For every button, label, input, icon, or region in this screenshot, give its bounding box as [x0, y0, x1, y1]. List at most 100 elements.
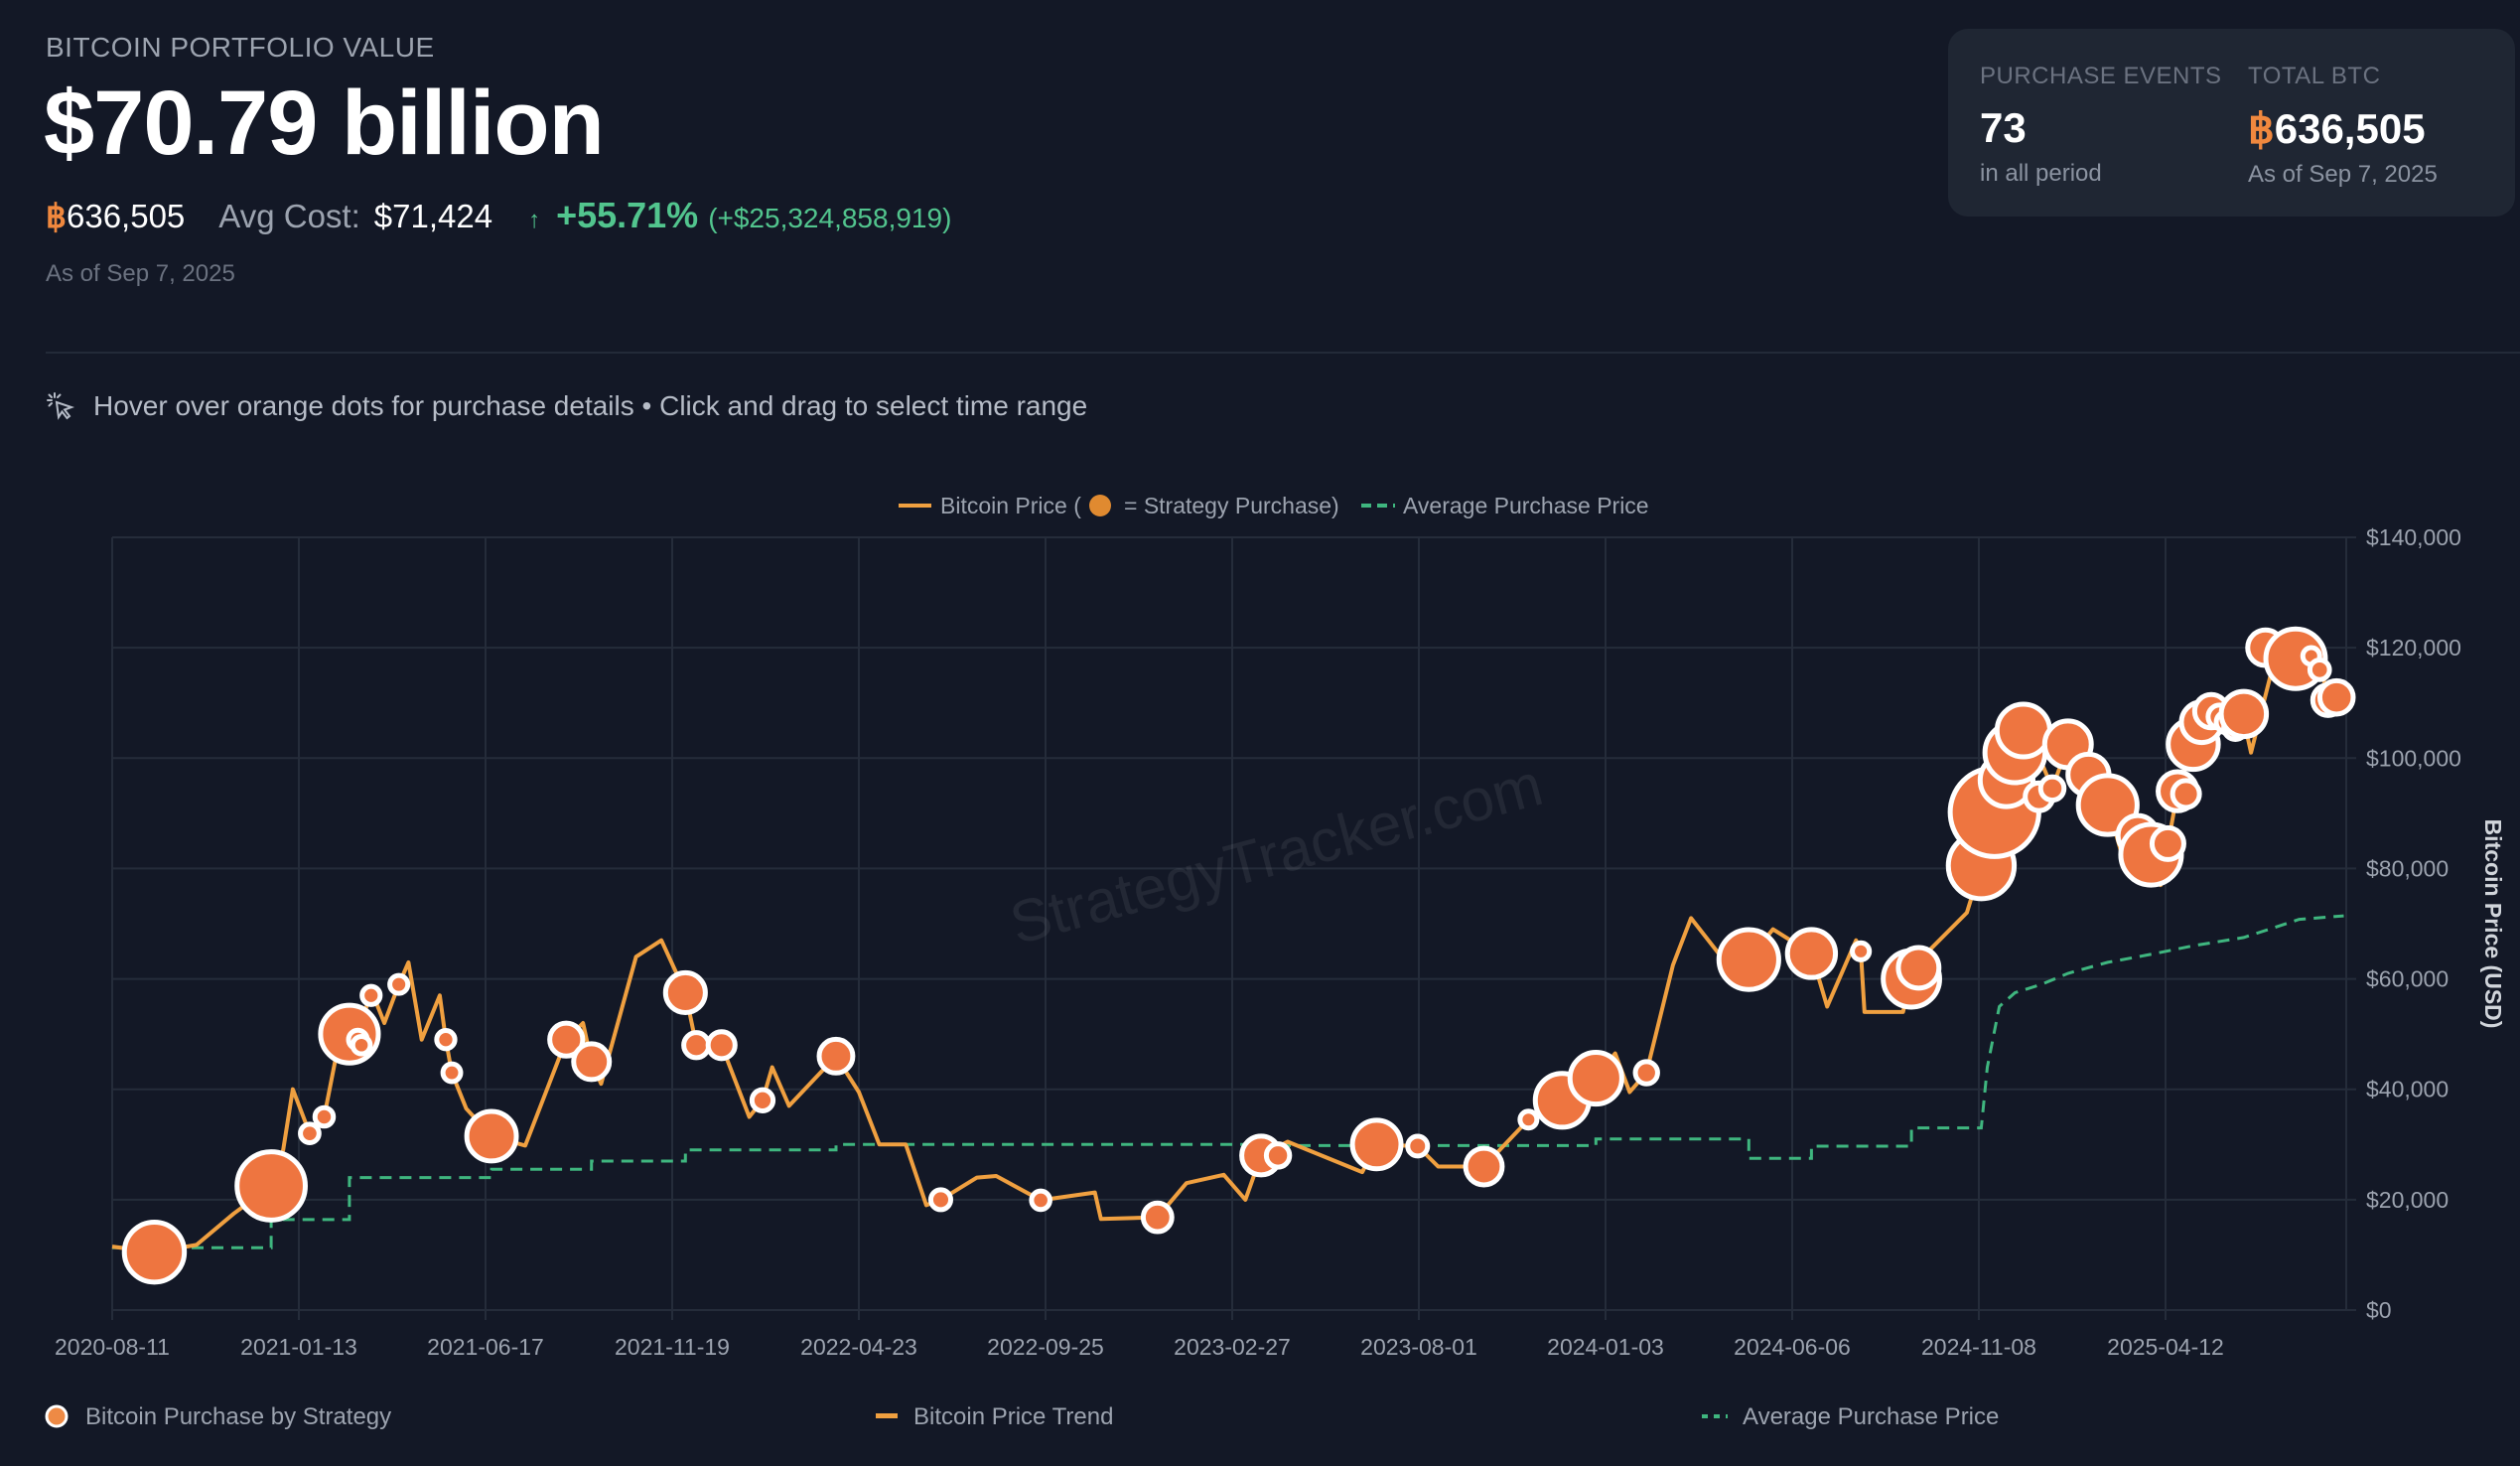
purchase-dot[interactable] — [2037, 774, 2067, 804]
arrow-up-icon: ↑ — [528, 207, 541, 233]
purchase-dot[interactable] — [434, 1028, 458, 1052]
total-btc-value: 636,505 — [2274, 105, 2426, 152]
x-tick-label: 2020-08-11 — [55, 1334, 170, 1360]
change-absolute: (+$25,324,858,919) — [708, 203, 952, 233]
purchase-dots[interactable] — [121, 626, 2356, 1285]
purchase-dot[interactable] — [662, 969, 708, 1016]
purchase-dot[interactable] — [298, 1121, 322, 1146]
hint-text: Hover over orange dots for purchase deta… — [93, 390, 1088, 421]
legend-item-price[interactable]: Bitcoin Price Trend — [876, 1403, 1113, 1430]
purchase-dot[interactable] — [121, 1219, 188, 1285]
legend-purchases-label: Bitcoin Purchase by Strategy — [85, 1403, 391, 1430]
purchase-dot[interactable] — [312, 1104, 337, 1129]
y-tick-label: $120,000 — [2366, 635, 2461, 660]
purchase-dot[interactable] — [1784, 927, 1839, 980]
purchase-dot[interactable] — [387, 972, 411, 996]
purchase-dot[interactable] — [2316, 677, 2356, 717]
purchase-events-stat: PURCHASE EVENTS 73 in all period — [1980, 63, 2222, 188]
legend-price-suffix: = Strategy Purchase) — [1124, 493, 1339, 518]
x-tick-label: 2022-09-25 — [987, 1334, 1104, 1360]
stats-row: ฿ 636,505 Avg Cost: $71,424 ↑ +55.71% (+… — [46, 195, 951, 236]
purchase-dot[interactable] — [1029, 1188, 1052, 1213]
average-purchase-price-line — [112, 914, 2344, 1249]
y-axis: $0 $20,000 $40,000 $60,000 $80,000 $100,000 $1… — [2366, 524, 2461, 1323]
purchase-dot[interactable] — [440, 1061, 464, 1085]
bottom-legend[interactable]: Bitcoin Purchase by Strategy Bitcoin Pri… — [45, 1403, 1999, 1430]
purchase-dot[interactable] — [547, 1020, 586, 1059]
purchase-dot[interactable] — [2218, 688, 2270, 740]
y-tick-label: $100,000 — [2366, 745, 2461, 771]
x-axis: 2020-08-11 2021-01-13 2021-06-17 2021-11-19… — [55, 1334, 2224, 1360]
legend-purchase-dot-icon — [1089, 495, 1111, 516]
purchase-events-value: 73 — [1980, 104, 2027, 151]
price-swatch-icon — [876, 1413, 898, 1418]
purchase-dot[interactable] — [1517, 1108, 1540, 1131]
x-tick-label: 2023-02-27 — [1174, 1334, 1291, 1360]
portfolio-title: BITCOIN PORTFOLIO VALUE — [46, 32, 435, 63]
chart-hint: Hover over orange dots for purchase deta… — [46, 390, 1087, 422]
average-price-path — [112, 914, 2344, 1249]
total-btc-label: TOTAL BTC — [2248, 63, 2381, 89]
purchase-dot[interactable] — [359, 983, 383, 1007]
purchase-dot[interactable] — [234, 1149, 308, 1223]
purchase-dot[interactable] — [350, 1033, 373, 1057]
x-tick-label: 2024-06-06 — [1734, 1334, 1851, 1360]
summary-card: PURCHASE EVENTS 73 in all period TOTAL B… — [1948, 29, 2515, 217]
total-btc-sub: As of Sep 7, 2025 — [2248, 161, 2438, 188]
x-tick-label: 2021-01-13 — [240, 1334, 357, 1360]
purchase-events-label: PURCHASE EVENTS — [1980, 63, 2222, 89]
purchase-dot[interactable] — [571, 1041, 613, 1083]
legend-item-avg[interactable]: Average Purchase Price — [1702, 1403, 1999, 1430]
bitcoin-icon: ฿ — [2248, 105, 2275, 152]
purchase-dot[interactable] — [1716, 927, 1781, 992]
purchase-dot[interactable] — [681, 1030, 712, 1061]
x-tick-label: 2021-06-17 — [427, 1334, 544, 1360]
y-tick-label: $0 — [2366, 1297, 2392, 1323]
purchase-dot[interactable] — [749, 1087, 776, 1113]
x-tick-label: 2024-01-03 — [1547, 1334, 1664, 1360]
x-tick-label: 2023-08-01 — [1360, 1334, 1477, 1360]
purchase-dot[interactable] — [1850, 940, 1873, 962]
purchase-dot[interactable] — [1463, 1145, 1505, 1188]
x-tick-label: 2024-11-08 — [1921, 1334, 2036, 1360]
purchase-dot[interactable] — [1140, 1200, 1175, 1235]
as-of-date: As of Sep 7, 2025 — [46, 260, 235, 287]
purchase-dot[interactable] — [1895, 945, 1942, 991]
purchase-events-sub: in all period — [1980, 160, 2102, 187]
legend-price-trend-label: Bitcoin Price Trend — [913, 1403, 1113, 1430]
x-tick-label: 2021-11-19 — [615, 1334, 730, 1360]
purchase-dot[interactable] — [1263, 1141, 1293, 1170]
y-tick-label: $20,000 — [2366, 1187, 2449, 1213]
purchase-dot-icon — [45, 1404, 69, 1428]
purchase-dot[interactable] — [2149, 824, 2186, 862]
btc-amount: 636,505 — [67, 198, 186, 234]
purchase-dot[interactable] — [1632, 1059, 1660, 1087]
avg-cost-value: $71,424 — [373, 198, 493, 234]
purchase-dot[interactable] — [705, 1029, 738, 1062]
total-btc-stat: TOTAL BTC ฿636,505 As of Sep 7, 2025 — [2248, 63, 2438, 189]
purchase-dot[interactable] — [927, 1187, 954, 1213]
purchase-dot[interactable] — [816, 1036, 856, 1076]
purchase-dot[interactable] — [464, 1108, 519, 1164]
y-tick-label: $80,000 — [2366, 855, 2449, 881]
purchase-dot[interactable] — [1349, 1117, 1404, 1172]
purchase-dot[interactable] — [1994, 701, 2052, 760]
purchase-dot[interactable] — [1405, 1133, 1431, 1159]
legend-item-purchases[interactable]: Bitcoin Purchase by Strategy — [45, 1403, 391, 1430]
x-tick-label: 2025-04-12 — [2107, 1334, 2224, 1360]
purchase-dot[interactable] — [2170, 778, 2202, 810]
legend-avg-price-label: Average Purchase Price — [1743, 1403, 1999, 1430]
avg-cost-label: Avg Cost: — [218, 198, 360, 234]
portfolio-value: $70.79 billion — [44, 73, 605, 174]
legend-price-label: Bitcoin Price ( — [940, 493, 1081, 518]
divider — [46, 352, 2520, 354]
purchase-dot[interactable] — [2307, 658, 2332, 682]
top-legend[interactable]: Bitcoin Price ( = Strategy Purchase) Ave… — [899, 493, 1649, 518]
purchase-dot[interactable] — [1567, 1050, 1624, 1107]
y-axis-title: Bitcoin Price (USD) — [2480, 819, 2506, 1029]
y-tick-label: $140,000 — [2366, 524, 2461, 550]
y-tick-label: $40,000 — [2366, 1077, 2449, 1102]
bitcoin-icon: ฿ — [46, 198, 67, 234]
x-tick-label: 2022-04-23 — [800, 1334, 917, 1360]
